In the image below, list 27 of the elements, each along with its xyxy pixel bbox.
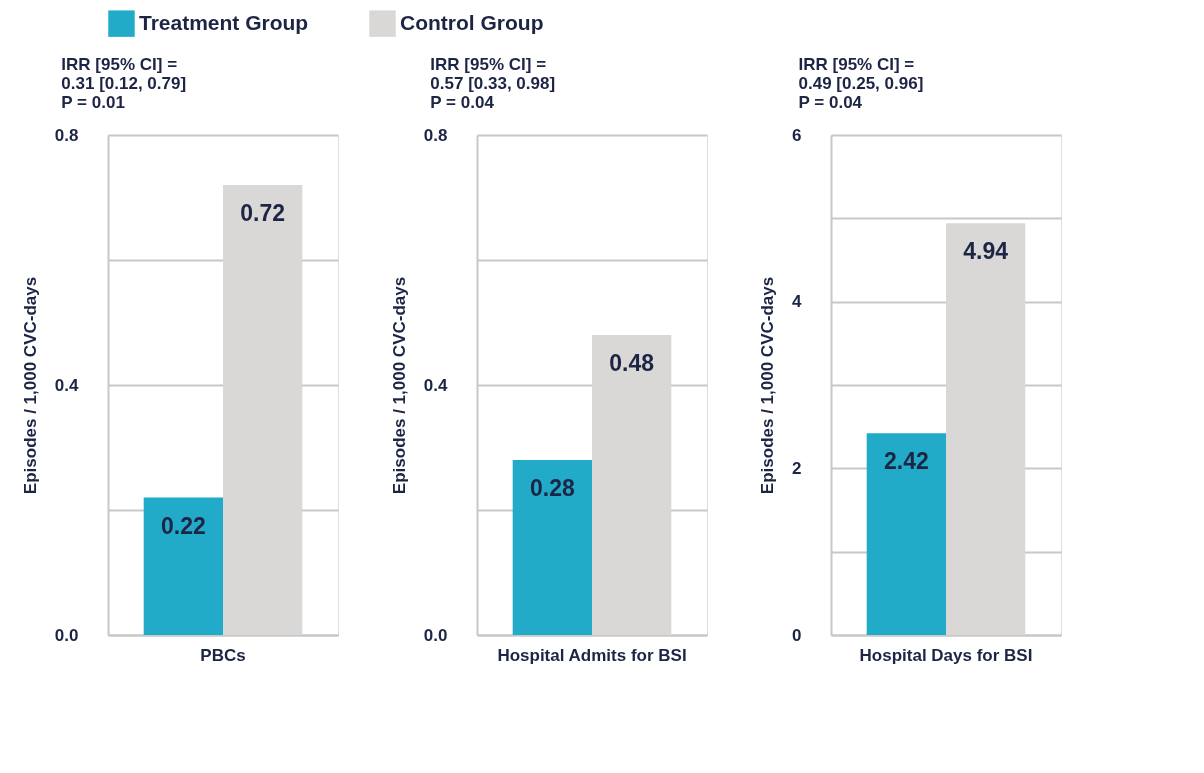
chart-title: IRR [95% CI] = 0.31 [0.12, 0.79] P = 0.01 [61,55,187,112]
y-tick-label: 0.8 [423,125,448,145]
y-tick-label: 0.4 [423,375,449,395]
y-tick-label: 0.4 [54,375,80,395]
y-tick-label: 6 [792,125,802,145]
y-tick-label: 0.0 [423,625,448,645]
y-axis-title: Episodes / 1,000 CVC-days [758,276,778,495]
y-tick-label: 0 [792,625,802,645]
y-tick-label: 4 [792,292,803,312]
legend-label: Treatment Group [139,10,309,34]
x-tick-label: Hospital Admits for BSI [497,645,687,665]
data-label: 0.48 [609,350,655,376]
y-tick-label: 0.0 [54,625,79,645]
legend-label: Control Group [400,10,544,34]
data-label: 0.28 [529,475,575,501]
chart-title: IRR [95% CI] = 0.49 [0.25, 0.96] P = 0.04 [798,55,924,112]
data-label: 0.22 [160,512,206,539]
x-tick-label: Hospital Days for BSI [859,645,1033,665]
chart-title: IRR [95% CI] = 0.57 [0.33, 0.98] P = 0.04 [430,55,556,112]
y-axis-title: Episodes / 1,000 CVC-days [389,276,409,495]
y-axis-title: Episodes / 1,000 CVC-days [20,276,40,495]
y-tick-label: 0.8 [54,125,79,145]
data-label: 4.94 [963,238,1009,265]
data-label: 0.72 [240,200,286,226]
data-label: 2.42 [883,448,929,475]
x-tick-label: PBCs [200,645,246,665]
y-tick-label: 2 [792,458,802,478]
